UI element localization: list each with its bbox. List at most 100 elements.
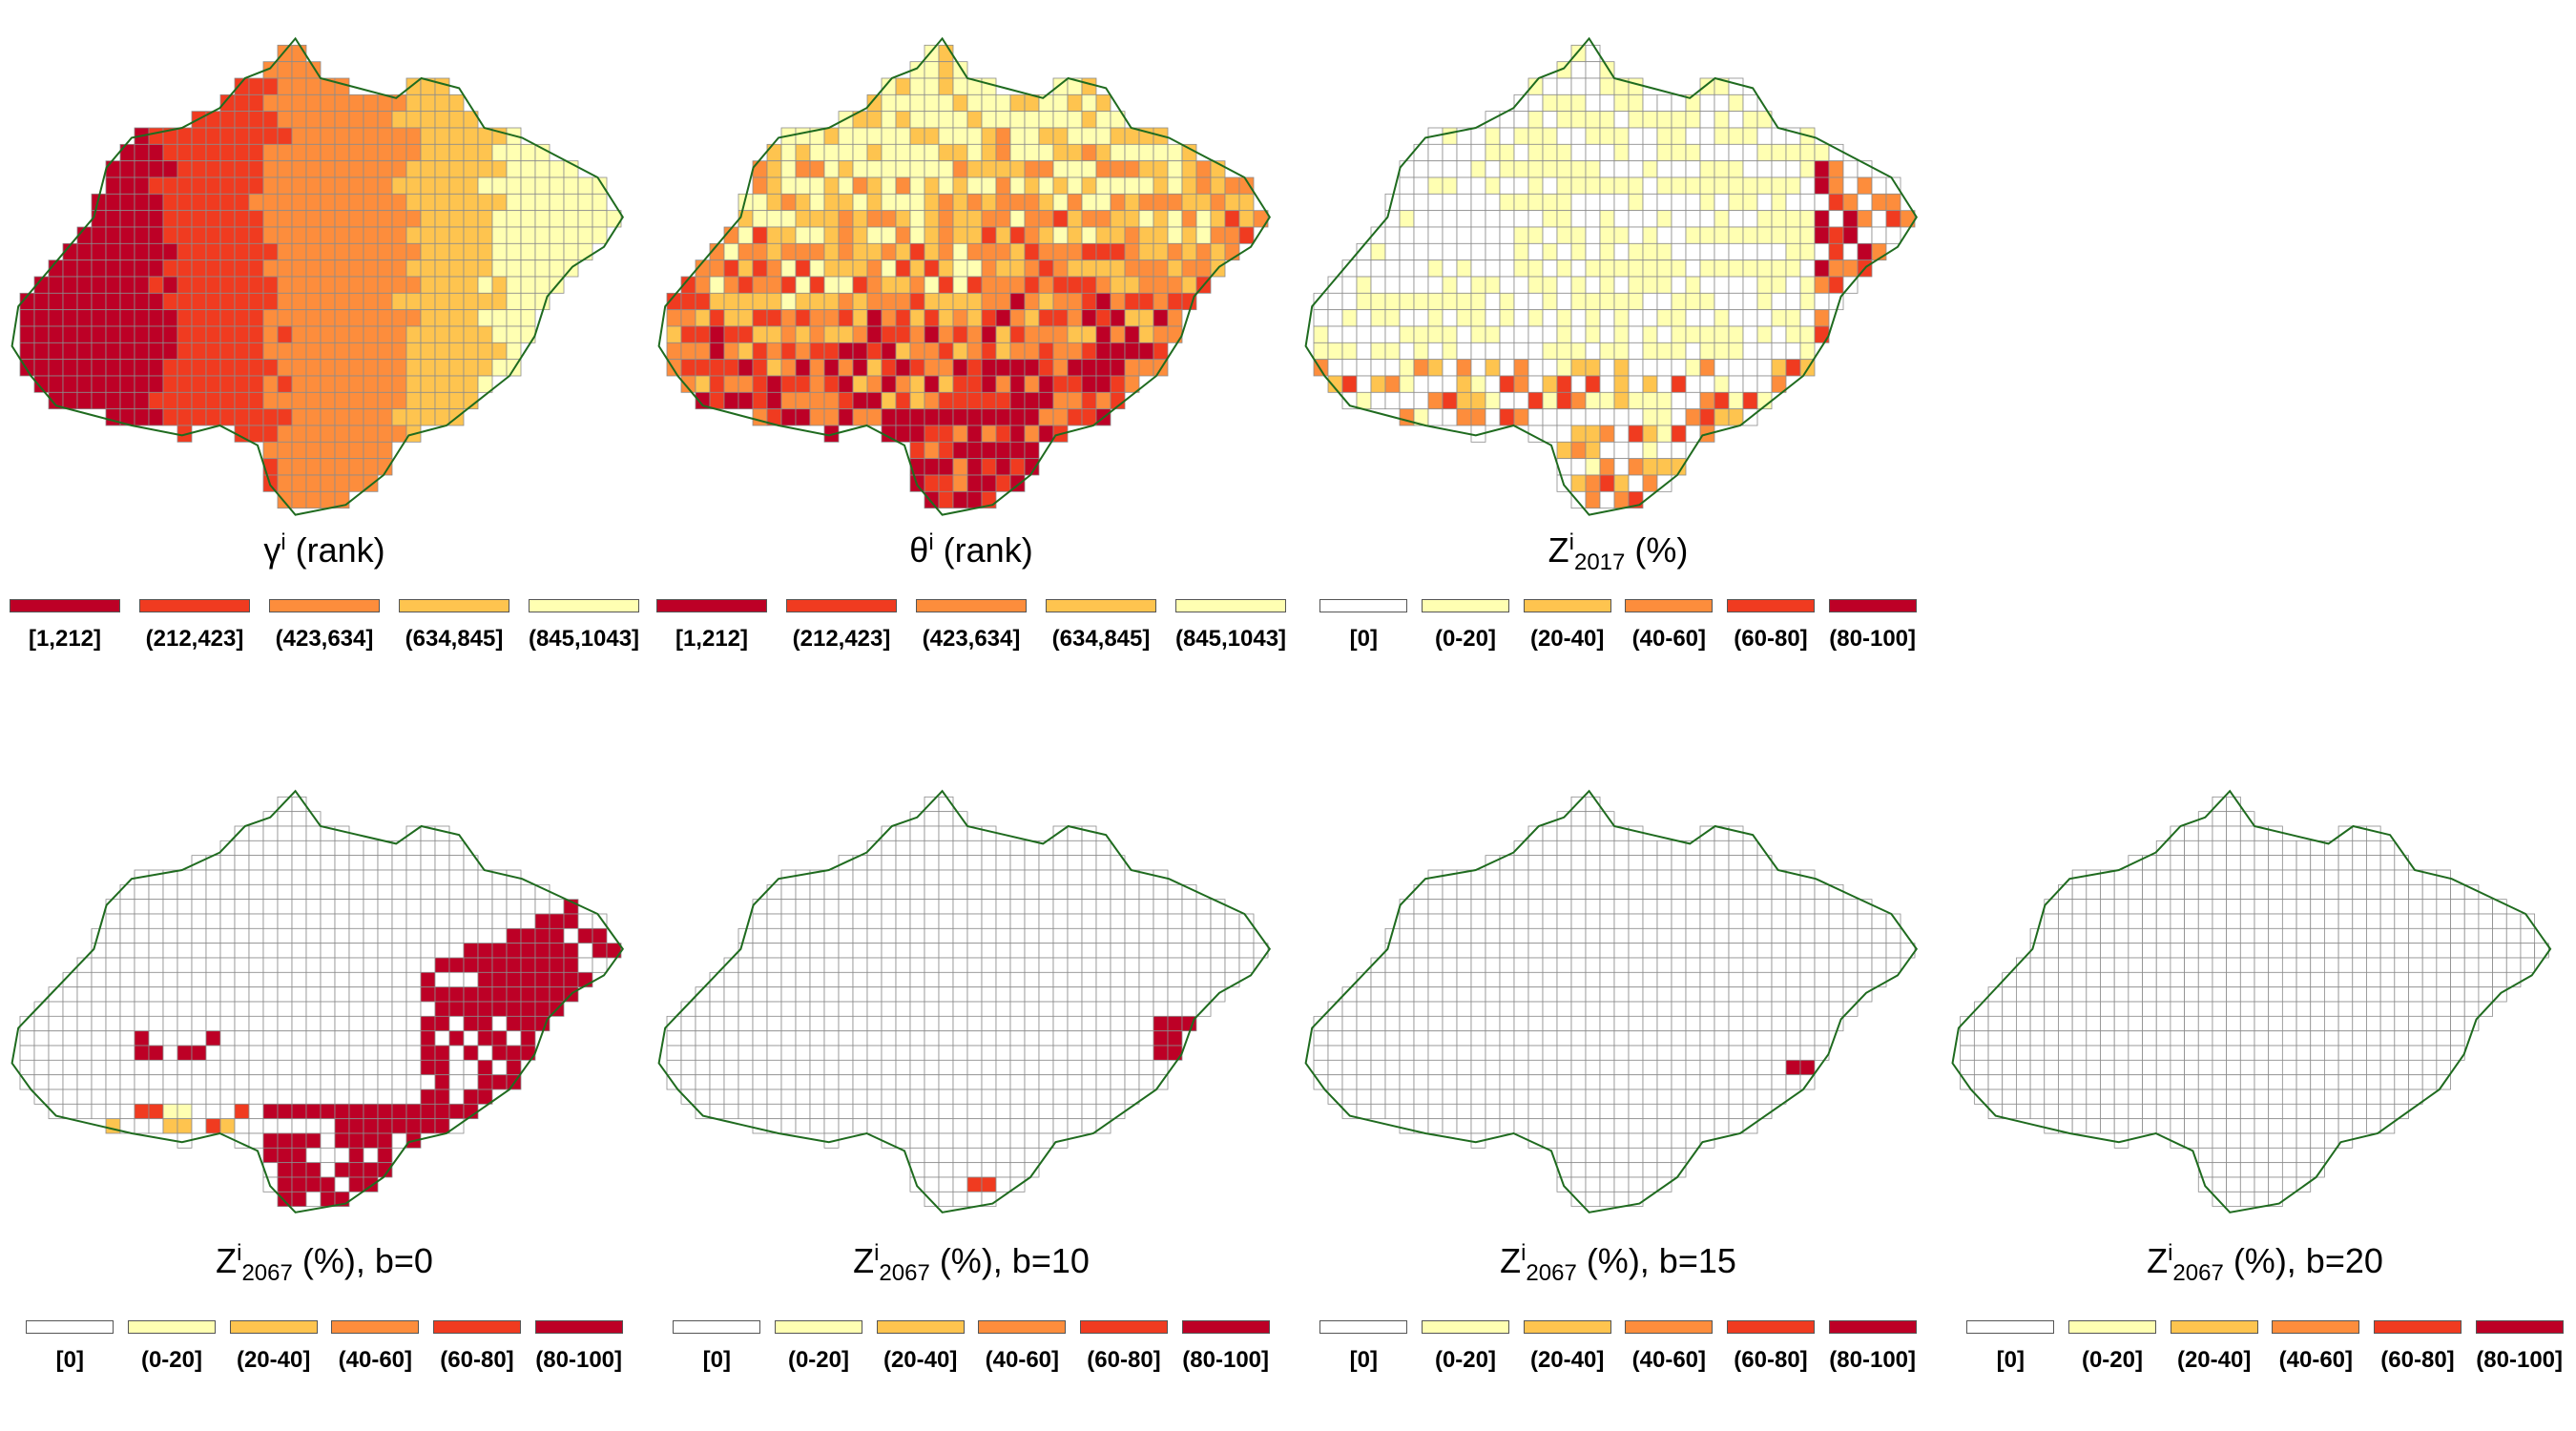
grid-cell (2450, 1001, 2465, 1017)
map-z2067-b10 (657, 789, 1272, 1213)
grid-cell (1413, 1001, 1429, 1017)
grid-cell (377, 1103, 393, 1120)
grid-cell (1456, 957, 1472, 973)
grid-cell (1067, 869, 1083, 885)
grid-cell (463, 957, 479, 973)
caption-z2017: Zi2017 (%) (1513, 529, 1723, 576)
grid-cell (2352, 855, 2367, 871)
grid-cell (506, 1015, 522, 1032)
grid-cell (2226, 1015, 2241, 1032)
grid-cell (1153, 193, 1169, 212)
grid-cell (909, 1015, 925, 1032)
grid-cell (766, 971, 782, 988)
grid-cell (1052, 986, 1069, 1003)
grid-cell (1570, 77, 1587, 95)
grid-cell (2071, 1059, 2088, 1076)
grid-cell (1742, 391, 1758, 410)
grid-cell (148, 127, 164, 145)
grid-cell (2184, 1103, 2199, 1120)
grid-cell (448, 957, 465, 973)
grid-cell (2170, 855, 2185, 871)
grid-cell (1052, 226, 1069, 244)
grid-cell (766, 375, 782, 393)
grid-cell (1081, 899, 1097, 915)
grid-cell (2254, 971, 2270, 988)
grid-cell (2016, 1103, 2031, 1120)
grid-cell (1513, 1001, 1529, 1017)
grid-cell (1470, 292, 1486, 311)
grid-cell (520, 309, 536, 327)
grid-cell (1799, 193, 1816, 212)
grid-cell (1987, 1001, 2004, 1017)
grid-cell (1081, 869, 1097, 885)
grid-cell (2044, 899, 2059, 915)
grid-cell (2071, 1118, 2088, 1134)
grid-cell (752, 193, 768, 212)
grid-cell (1613, 276, 1630, 294)
grid-cell (2268, 927, 2283, 944)
grid-cell (952, 391, 968, 410)
grid-cell (780, 276, 797, 294)
grid-cell (334, 408, 350, 426)
grid-cell (2197, 840, 2213, 857)
grid-cell (377, 927, 393, 944)
grid-cell (506, 176, 522, 195)
grid-cell (1499, 359, 1515, 377)
grid-cell (1556, 825, 1572, 841)
grid-cell (363, 1162, 379, 1178)
grid-cell (1814, 971, 1830, 988)
grid-cell (162, 309, 178, 327)
grid-cell (952, 193, 968, 212)
grid-cell (1785, 1045, 1801, 1061)
grid-cell (420, 226, 436, 244)
grid-cell (1785, 276, 1801, 294)
grid-cell (1442, 193, 1458, 212)
grid-cell (838, 193, 854, 212)
grid-cell (134, 342, 150, 361)
grid-cell (205, 1059, 221, 1076)
grid-cell (2296, 1015, 2312, 1032)
legend-swatch (268, 599, 381, 612)
grid-cell (752, 160, 768, 178)
grid-cell (363, 840, 379, 857)
grid-cell (363, 1147, 379, 1164)
grid-cell (1714, 1045, 1730, 1061)
grid-cell (248, 309, 264, 327)
grid-cell (938, 1045, 954, 1061)
grid-cell (1613, 309, 1630, 327)
grid-cell (262, 375, 279, 393)
grid-cell (234, 309, 250, 327)
grid-cell (737, 375, 754, 393)
grid-cell (1613, 441, 1630, 460)
grid-cell (909, 971, 925, 988)
grid-cell (1513, 259, 1529, 278)
grid-cell (477, 1074, 493, 1090)
grid-cell (909, 1045, 925, 1061)
grid-cell (780, 210, 797, 228)
grid-cell (1628, 111, 1644, 129)
grid-cell (363, 1089, 379, 1105)
grid-cell (491, 986, 508, 1003)
grid-cell (305, 226, 322, 244)
grid-cell (1513, 193, 1529, 212)
grid-cell (1570, 226, 1587, 244)
grid-cell (1442, 971, 1458, 988)
grid-cell (391, 425, 407, 443)
grid-cell (1038, 986, 1054, 1003)
grid-cell (134, 1059, 150, 1076)
grid-cell (737, 226, 754, 244)
grid-cell (1656, 1074, 1672, 1090)
grid-cell (952, 1147, 968, 1164)
grid-cell (377, 913, 393, 929)
grid-cell (262, 943, 279, 959)
grid-cell (463, 869, 479, 885)
grid-cell (1370, 1045, 1386, 1061)
grid-cell (305, 899, 322, 915)
grid-cell (305, 408, 322, 426)
grid-cell (2254, 1015, 2270, 1032)
grid-cell (1742, 957, 1758, 973)
grid-cell (205, 957, 221, 973)
grid-cell (534, 927, 551, 944)
grid-cell (1799, 259, 1816, 278)
grid-cell (852, 359, 868, 377)
